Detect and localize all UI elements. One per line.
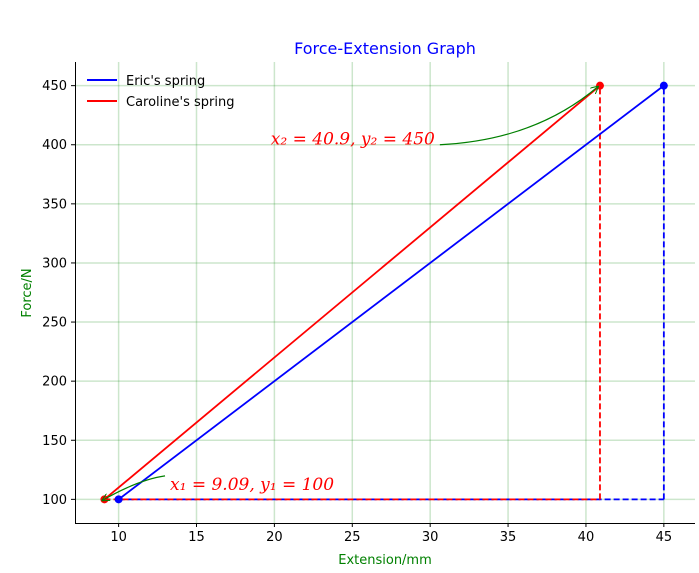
legend-label-eric: Eric's spring <box>126 74 205 89</box>
annotation-label: x₂ = 40.9, y₂ = 450 <box>271 130 435 150</box>
annotation-label: x₁ = 9.09, y₁ = 100 <box>170 475 334 495</box>
y-tick-label: 150 <box>42 434 67 449</box>
x-axis-label: Extension/mm <box>338 553 432 568</box>
x-tick-label: 25 <box>344 530 361 545</box>
series-lines <box>103 84 665 501</box>
y-tick-label: 200 <box>42 375 67 390</box>
y-tick-label: 450 <box>42 79 67 94</box>
x-tick-label: 35 <box>500 530 517 545</box>
y-tick-label: 100 <box>42 493 67 508</box>
data-point-eric <box>114 495 123 504</box>
x-tick-label: 30 <box>422 530 439 545</box>
y-tick-label: 250 <box>42 316 67 331</box>
annotations: x₂ = 40.9, y₂ = 450 x₁ = 9.09, y₁ = 100 <box>102 87 598 501</box>
legend: Eric's spring Caroline's spring <box>87 74 234 110</box>
y-axis-label: Force/N <box>20 268 35 317</box>
guide-lines <box>104 85 665 501</box>
x-tick-label: 10 <box>110 530 127 545</box>
annotation-arrow <box>439 87 598 146</box>
chart-title: Force-Extension Graph <box>294 39 476 58</box>
grid <box>75 62 695 523</box>
y-tick-label: 350 <box>42 197 67 212</box>
x-tick-label: 45 <box>656 530 673 545</box>
series-line-caroline <box>103 84 601 501</box>
data-point-caroline <box>595 81 604 90</box>
x-tick-label: 40 <box>578 530 595 545</box>
data-point-eric <box>659 81 668 90</box>
annotation-arrow <box>102 475 166 500</box>
series-line-eric <box>118 84 665 501</box>
y-tick-label: 400 <box>42 138 67 153</box>
x-tick-label: 15 <box>188 530 205 545</box>
x-ticks: 10 15 20 25 30 35 40 45 <box>110 523 672 545</box>
y-ticks: 100 150 200 250 300 350 400 450 <box>42 79 75 508</box>
x-tick-label: 20 <box>266 530 283 545</box>
legend-label-caroline: Caroline's spring <box>126 95 234 110</box>
y-tick-label: 300 <box>42 256 67 271</box>
